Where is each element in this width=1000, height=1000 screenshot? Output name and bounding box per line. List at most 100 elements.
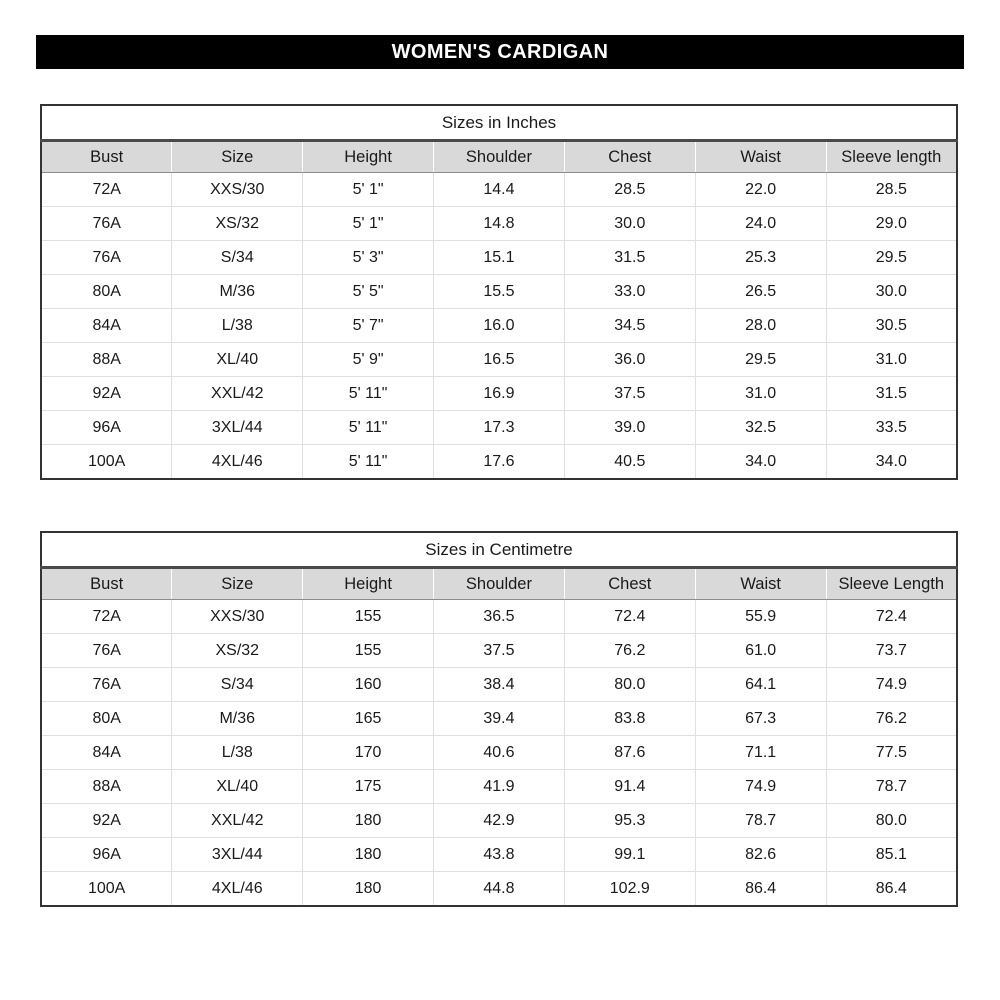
- table-cell: 55.9: [694, 599, 827, 634]
- table-cell: 41.9: [433, 769, 565, 804]
- table-cell: 32.5: [694, 410, 827, 445]
- table-row: 84A L/38 5' 7" 16.0 34.5 28.0 30.5: [41, 308, 957, 343]
- table-cell: 36.0: [563, 342, 696, 377]
- table-cell: 92A: [41, 803, 172, 838]
- table-cell: 43.8: [433, 837, 565, 872]
- column-header-sleeve-length: Sleeve length: [825, 140, 957, 173]
- column-header-waist: Waist: [694, 567, 827, 600]
- table-cell: 37.5: [563, 376, 696, 411]
- table-cell: 74.9: [694, 769, 827, 804]
- table-cell: 5' 11": [302, 410, 434, 445]
- table-row: 88A XL/40 175 41.9 91.4 74.9 78.7: [41, 769, 957, 804]
- column-header-bust: Bust: [41, 567, 172, 600]
- table-cell: 5' 7": [302, 308, 434, 343]
- table-cell: 31.0: [825, 342, 957, 377]
- table-cell: 76A: [41, 633, 172, 668]
- column-header-chest: Chest: [563, 567, 696, 600]
- table-cell: 28.5: [563, 172, 696, 207]
- table-cell: 76A: [41, 240, 172, 275]
- table-row: 92A XXL/42 180 42.9 95.3 78.7 80.0: [41, 803, 957, 838]
- table-cell: 28.5: [825, 172, 957, 207]
- table-cell: 5' 9": [302, 342, 434, 377]
- table-cell: 180: [302, 803, 434, 838]
- table-cell: 37.5: [433, 633, 565, 668]
- table-cell: 87.6: [563, 735, 696, 770]
- table-cell: 76.2: [825, 701, 957, 736]
- table-cell: 61.0: [694, 633, 827, 668]
- table-cell: 78.7: [825, 769, 957, 804]
- size-table: Sizes in Centimetre Bust Size Height Shoulde…: [40, 531, 958, 907]
- table-row: 80A M/36 5' 5" 15.5 33.0 26.5 30.0: [41, 274, 957, 309]
- table-row: 96A 3XL/44 5' 11" 17.3 39.0 32.5 33.5: [41, 410, 957, 445]
- table-cell: 82.6: [694, 837, 827, 872]
- table-cell: 76A: [41, 667, 172, 702]
- table-cell: 22.0: [694, 172, 827, 207]
- table-cell: 17.6: [433, 444, 565, 479]
- table-row: 84A L/38 170 40.6 87.6 71.1 77.5: [41, 735, 957, 770]
- column-header-sleeve-length: Sleeve Length: [825, 567, 957, 600]
- table-cell: 180: [302, 871, 434, 906]
- table-cell: 5' 1": [302, 172, 434, 207]
- table-cell: 38.4: [433, 667, 565, 702]
- table-cell: M/36: [171, 274, 303, 309]
- sizes-in-centimetre-table: Sizes in Centimetre Bust Size Height Shoulde…: [40, 531, 958, 907]
- table-cell: 34.5: [563, 308, 696, 343]
- table-header-row: Bust Size Height Shoulder Chest Waist Sleeve l…: [41, 140, 957, 173]
- table-cell: 72.4: [563, 599, 696, 634]
- table-cell: 86.4: [694, 871, 827, 906]
- table-cell: 42.9: [433, 803, 565, 838]
- sizes-in-inches-table: Sizes in Inches Bust Size Height Shoulder Che…: [40, 104, 958, 480]
- table-cell: 76A: [41, 206, 172, 241]
- size-table: Sizes in Inches Bust Size Height Shoulder Che…: [40, 104, 958, 480]
- table-cell: 16.9: [433, 376, 565, 411]
- table-cell: 71.1: [694, 735, 827, 770]
- table-cell: 14.4: [433, 172, 565, 207]
- table-cell: 5' 11": [302, 444, 434, 479]
- table-cell: 31.0: [694, 376, 827, 411]
- table-cell: 5' 5": [302, 274, 434, 309]
- table-row: 80A M/36 165 39.4 83.8 67.3 76.2: [41, 701, 957, 736]
- table-row: 76A XS/32 155 37.5 76.2 61.0 73.7: [41, 633, 957, 668]
- table-cell: 25.3: [694, 240, 827, 275]
- table-cell: 30.5: [825, 308, 957, 343]
- table-row: 76A S/34 160 38.4 80.0 64.1 74.9: [41, 667, 957, 702]
- table-cell: 76.2: [563, 633, 696, 668]
- column-header-height: Height: [302, 567, 434, 600]
- column-header-size: Size: [171, 567, 303, 600]
- table-cell: 29.5: [694, 342, 827, 377]
- table-cell: 34.0: [825, 444, 957, 479]
- table-cell: 31.5: [825, 376, 957, 411]
- table-row: 100A 4XL/46 180 44.8 102.9 86.4 86.4: [41, 871, 957, 906]
- table-cell: 67.3: [694, 701, 827, 736]
- table-row: 72A XXS/30 5' 1" 14.4 28.5 22.0 28.5: [41, 172, 957, 207]
- table-cell: 16.5: [433, 342, 565, 377]
- table-cell: 100A: [41, 871, 172, 906]
- table-cell: 88A: [41, 342, 172, 377]
- table-cell: 30.0: [563, 206, 696, 241]
- table-cell: 39.4: [433, 701, 565, 736]
- table-cell: 160: [302, 667, 434, 702]
- table-cell: 100A: [41, 444, 172, 479]
- table-cell: 15.1: [433, 240, 565, 275]
- table-cell: 72.4: [825, 599, 957, 634]
- table-title: Sizes in Inches: [41, 105, 957, 142]
- table-row: 76A XS/32 5' 1" 14.8 30.0 24.0 29.0: [41, 206, 957, 241]
- table-cell: 44.8: [433, 871, 565, 906]
- table-cell: L/38: [171, 735, 303, 770]
- table-cell: XL/40: [171, 342, 303, 377]
- table-cell: 14.8: [433, 206, 565, 241]
- table-cell: XXL/42: [171, 803, 303, 838]
- column-header-shoulder: Shoulder: [433, 567, 565, 600]
- table-cell: 5' 1": [302, 206, 434, 241]
- table-cell: 3XL/44: [171, 837, 303, 872]
- table-cell: 73.7: [825, 633, 957, 668]
- table-cell: 40.5: [563, 444, 696, 479]
- column-header-height: Height: [302, 140, 434, 173]
- table-cell: 91.4: [563, 769, 696, 804]
- table-cell: 180: [302, 837, 434, 872]
- table-cell: L/38: [171, 308, 303, 343]
- table-cell: 175: [302, 769, 434, 804]
- table-title: Sizes in Centimetre: [41, 532, 957, 569]
- table-cell: 86.4: [825, 871, 957, 906]
- table-cell: 30.0: [825, 274, 957, 309]
